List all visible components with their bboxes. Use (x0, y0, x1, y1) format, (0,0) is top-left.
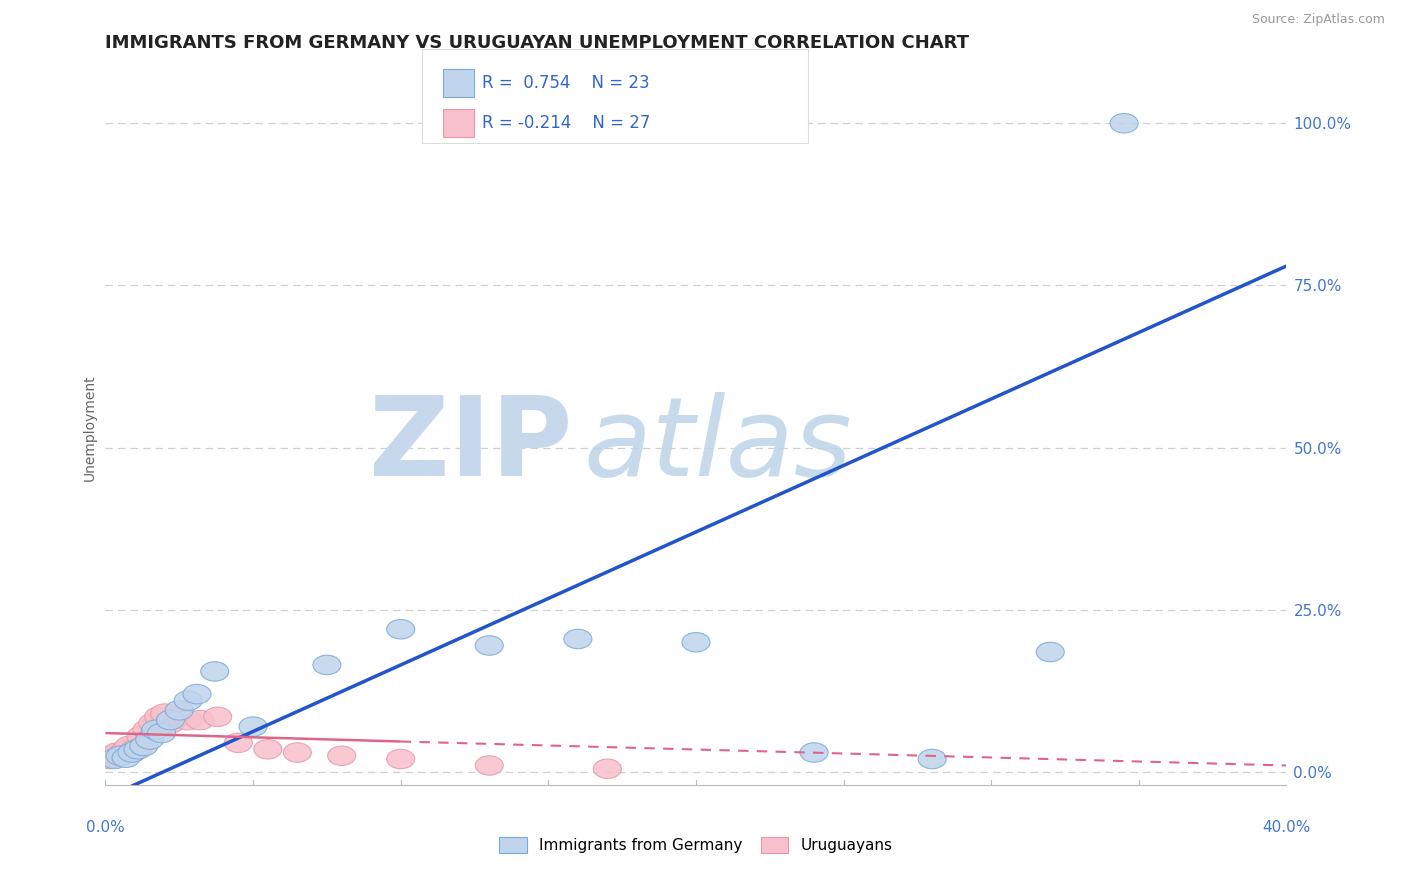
Ellipse shape (107, 746, 134, 765)
Ellipse shape (183, 684, 211, 704)
Ellipse shape (100, 748, 128, 767)
Ellipse shape (174, 710, 202, 730)
Text: R =  0.754    N = 23: R = 0.754 N = 23 (482, 74, 650, 92)
Text: 40.0%: 40.0% (1263, 821, 1310, 835)
Ellipse shape (129, 736, 157, 756)
Text: ZIP: ZIP (368, 392, 572, 500)
Text: Source: ZipAtlas.com: Source: ZipAtlas.com (1251, 13, 1385, 27)
Ellipse shape (112, 739, 141, 759)
Ellipse shape (918, 749, 946, 769)
Ellipse shape (387, 749, 415, 769)
Ellipse shape (186, 710, 214, 730)
Ellipse shape (150, 704, 179, 723)
Ellipse shape (166, 700, 193, 720)
Ellipse shape (115, 736, 143, 756)
Ellipse shape (328, 746, 356, 765)
Ellipse shape (121, 739, 149, 759)
Text: IMMIGRANTS FROM GERMANY VS URUGUAYAN UNEMPLOYMENT CORRELATION CHART: IMMIGRANTS FROM GERMANY VS URUGUAYAN UNE… (105, 34, 970, 52)
Ellipse shape (110, 743, 138, 763)
Ellipse shape (132, 720, 160, 739)
Ellipse shape (94, 749, 122, 769)
Ellipse shape (174, 691, 202, 710)
Ellipse shape (239, 717, 267, 736)
Ellipse shape (107, 746, 134, 765)
Ellipse shape (112, 748, 141, 767)
Ellipse shape (156, 714, 184, 733)
Ellipse shape (156, 710, 184, 730)
Ellipse shape (118, 743, 146, 763)
Ellipse shape (145, 707, 173, 727)
Ellipse shape (148, 723, 176, 743)
Ellipse shape (475, 636, 503, 656)
Ellipse shape (201, 662, 229, 681)
Ellipse shape (314, 656, 340, 674)
Ellipse shape (166, 707, 193, 727)
Ellipse shape (475, 756, 503, 775)
Ellipse shape (127, 727, 155, 746)
Ellipse shape (142, 720, 170, 739)
Ellipse shape (800, 743, 828, 763)
Ellipse shape (1111, 113, 1137, 133)
Ellipse shape (136, 730, 163, 749)
Ellipse shape (387, 620, 415, 639)
Legend: Immigrants from Germany, Uruguayans: Immigrants from Germany, Uruguayans (494, 830, 898, 859)
Text: R = -0.214    N = 27: R = -0.214 N = 27 (482, 114, 651, 132)
Text: 0.0%: 0.0% (86, 821, 125, 835)
Ellipse shape (254, 739, 281, 759)
Ellipse shape (100, 749, 128, 769)
Ellipse shape (103, 743, 131, 763)
Ellipse shape (97, 746, 125, 765)
Ellipse shape (124, 739, 152, 759)
Text: atlas: atlas (583, 392, 852, 500)
Ellipse shape (1036, 642, 1064, 662)
Ellipse shape (225, 733, 252, 753)
Ellipse shape (682, 632, 710, 652)
Ellipse shape (564, 629, 592, 648)
Y-axis label: Unemployment: Unemployment (83, 375, 97, 482)
Ellipse shape (204, 707, 232, 727)
Ellipse shape (118, 743, 146, 763)
Ellipse shape (139, 714, 167, 733)
Ellipse shape (593, 759, 621, 779)
Ellipse shape (284, 743, 311, 763)
